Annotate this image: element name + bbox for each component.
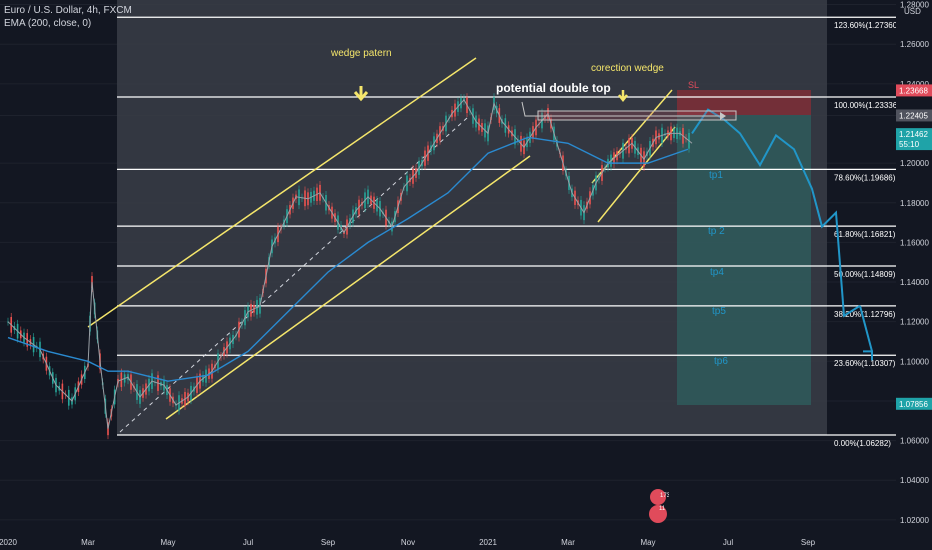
annotation-tp1: tp1	[709, 170, 723, 181]
down-arrow-icon	[353, 86, 369, 102]
y-tick-label: 1.02000	[900, 516, 929, 525]
y-tick-label: 1.10000	[900, 357, 929, 366]
lower-channel-line	[165, 155, 531, 420]
annotation-sl: SL	[688, 80, 699, 90]
price-line	[7, 98, 693, 429]
annotation-tp6: tp6	[714, 356, 728, 367]
y-tick-label: 1.18000	[900, 199, 929, 208]
y-tick-label: 1.16000	[900, 238, 929, 247]
x-tick-label: Nov	[401, 538, 415, 547]
annotation-tp5: tp5	[712, 306, 726, 317]
ema-line	[7, 136, 689, 382]
x-tick-label: May	[640, 538, 655, 547]
price-label-box	[896, 84, 932, 97]
badge-circle-top	[650, 489, 666, 505]
dashed-trend-line	[119, 117, 468, 433]
down-arrow-icon	[618, 90, 628, 103]
badge-circle-bottom	[649, 505, 667, 523]
projection-arrow	[859, 305, 873, 361]
y-axis[interactable]: 1.280001.260001.240001.224001.200001.180…	[896, 0, 932, 550]
y-axis-unit: USD	[904, 7, 921, 16]
y-tick-label: 1.06000	[900, 437, 929, 446]
symbol-title[interactable]: Euro / U.S. Dollar, 4h, FXCM	[4, 5, 132, 16]
x-tick-label: Jul	[243, 538, 253, 547]
annotation-wedge-pattern: wedge patern	[330, 48, 392, 59]
x-tick-label: Mar	[81, 538, 95, 547]
y-tick-label: 1.04000	[900, 476, 929, 485]
annotation-potential-double-top: potential double top	[496, 81, 611, 95]
double-top-arrow	[521, 101, 720, 117]
x-tick-label: May	[160, 538, 175, 547]
take-profit-zone	[677, 115, 811, 405]
price-label-box	[896, 397, 932, 410]
ideas-badge[interactable]: 173 11	[647, 488, 669, 524]
price-label-text: 55:10	[899, 140, 920, 149]
price-label-box	[896, 109, 932, 122]
projection-arrow-shaft	[859, 305, 873, 352]
upper-channel-line	[87, 57, 477, 328]
fib-label: 100.00%(1.23336)	[834, 101, 900, 110]
chart-legend: Euro / U.S. Dollar, 4h, FXCM EMA (200, c…	[4, 4, 132, 30]
fib-label: 23.60%(1.10307)	[834, 359, 896, 368]
price-label-box	[896, 128, 932, 141]
x-tick-label: 2020	[0, 538, 17, 547]
fib-label: 123.60%(1.27360)	[834, 21, 900, 30]
y-tick-label: 1.14000	[900, 278, 929, 287]
projection-arrow-head	[863, 350, 873, 361]
fib-label: 38.20%(1.12796)	[834, 310, 896, 319]
double-top-arrow-head	[720, 112, 726, 120]
price-label-text: 1.21462	[899, 130, 928, 139]
fib-label: 0.00%(1.06282)	[834, 439, 891, 448]
x-tick-label: Sep	[321, 538, 336, 547]
y-tick-label: 1.24000	[900, 80, 929, 89]
fib-levels: 123.60%(1.27360) 100.00%(1.23336) 78.60%(1…	[117, 16, 900, 448]
fib-label: 50.00%(1.14809)	[834, 270, 896, 279]
ema-indicator-label[interactable]: EMA (200, close, 0)	[4, 18, 92, 29]
price-label-text: 1.07856	[899, 400, 928, 409]
badge-count-bottom: 11	[659, 506, 666, 512]
annotation-correction-wedge: corection wedge	[591, 63, 664, 74]
badge-count-top: 173	[660, 493, 669, 499]
x-tick-label: 2021	[479, 538, 497, 547]
annotation-tp2: tp 2	[708, 226, 725, 237]
x-axis-background	[0, 535, 896, 550]
x-tick-label: Jul	[723, 538, 733, 547]
annotation-tp4: tp4	[710, 267, 724, 278]
x-tick-label: Mar	[561, 538, 575, 547]
y-tick-label: 1.26000	[900, 40, 929, 49]
y-tick-label: 1.12000	[900, 318, 929, 327]
y-tick-label: 1.28000	[900, 1, 929, 10]
price-label-box	[896, 138, 932, 151]
x-tick-label: Sep	[801, 538, 816, 547]
price-label-text: 1.23668	[899, 86, 928, 95]
x-axis[interactable]: 2020 Mar May Jul Sep Nov 2021 Mar May Jul Sep	[0, 535, 896, 550]
fib-label: 78.60%(1.19686)	[834, 173, 896, 182]
y-tick-label: 1.20000	[900, 159, 929, 168]
price-label-text: 1.22405	[899, 111, 928, 120]
fib-label: 61.80%(1.16821)	[834, 230, 896, 239]
